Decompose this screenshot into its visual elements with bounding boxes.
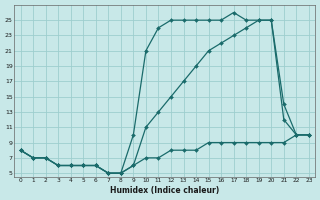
X-axis label: Humidex (Indice chaleur): Humidex (Indice chaleur) xyxy=(110,186,219,195)
